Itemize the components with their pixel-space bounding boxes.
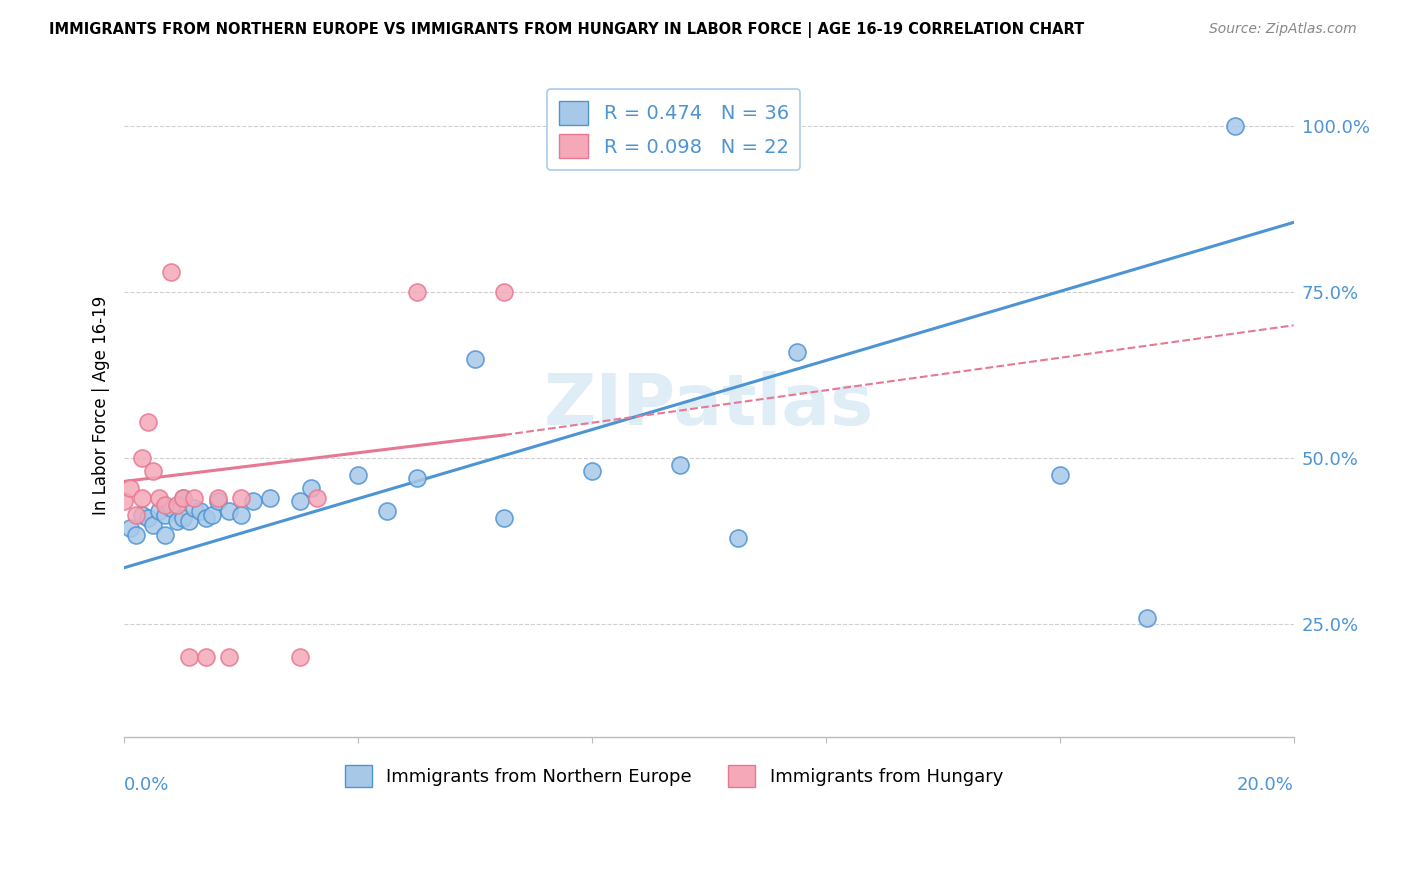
Point [172, 491, 194, 505]
Point [177, 514, 200, 528]
Point [299, 481, 322, 495]
Point [183, 500, 205, 515]
Point [166, 498, 188, 512]
Point [581, 465, 603, 479]
Point [494, 285, 516, 299]
Point [131, 451, 153, 466]
Point [668, 458, 690, 472]
Point [131, 491, 153, 505]
Text: Source: ZipAtlas.com: Source: ZipAtlas.com [1209, 22, 1357, 37]
Point [148, 491, 170, 505]
Point [125, 508, 148, 522]
Point [231, 508, 253, 522]
Point [1223, 119, 1246, 133]
Point [120, 481, 142, 495]
Point [218, 650, 240, 665]
Point [153, 508, 176, 522]
Point [183, 491, 205, 505]
Point [153, 527, 176, 541]
Point [160, 265, 183, 279]
Point [1049, 467, 1071, 482]
Point [405, 471, 427, 485]
Point [727, 531, 749, 545]
Point [218, 504, 240, 518]
Point [131, 508, 153, 522]
Y-axis label: In Labor Force | Age 16-19: In Labor Force | Age 16-19 [93, 295, 110, 515]
Point [288, 494, 311, 508]
Point [786, 345, 808, 359]
Point [494, 511, 516, 525]
Point [288, 650, 311, 665]
Point [307, 491, 329, 505]
Point [195, 511, 218, 525]
Point [347, 467, 370, 482]
Point [207, 491, 229, 505]
Point [242, 494, 264, 508]
Point [1136, 610, 1159, 624]
Point [160, 500, 183, 515]
Point [464, 351, 486, 366]
Point [142, 517, 165, 532]
Point [136, 511, 159, 525]
Point [142, 465, 165, 479]
Point [375, 504, 398, 518]
Point [172, 511, 194, 525]
Point [166, 514, 188, 528]
Point [405, 285, 427, 299]
Point [201, 508, 224, 522]
Point [125, 527, 148, 541]
Point [195, 650, 218, 665]
Text: IMMIGRANTS FROM NORTHERN EUROPE VS IMMIGRANTS FROM HUNGARY IN LABOR FORCE | AGE : IMMIGRANTS FROM NORTHERN EUROPE VS IMMIG… [49, 22, 1084, 38]
Point [112, 494, 135, 508]
Text: ZIPatlas: ZIPatlas [544, 370, 875, 440]
Point [148, 504, 170, 518]
Point [153, 498, 176, 512]
Legend: Immigrants from Northern Europe, Immigrants from Hungary: Immigrants from Northern Europe, Immigra… [337, 758, 1010, 795]
Point [259, 491, 281, 505]
Point [231, 491, 253, 505]
Point [120, 521, 142, 535]
Point [207, 494, 229, 508]
Text: 0.0%: 0.0% [124, 776, 170, 794]
Point [188, 504, 211, 518]
Text: 20.0%: 20.0% [1237, 776, 1294, 794]
Point [177, 650, 200, 665]
Point [136, 415, 159, 429]
Point [172, 491, 194, 505]
